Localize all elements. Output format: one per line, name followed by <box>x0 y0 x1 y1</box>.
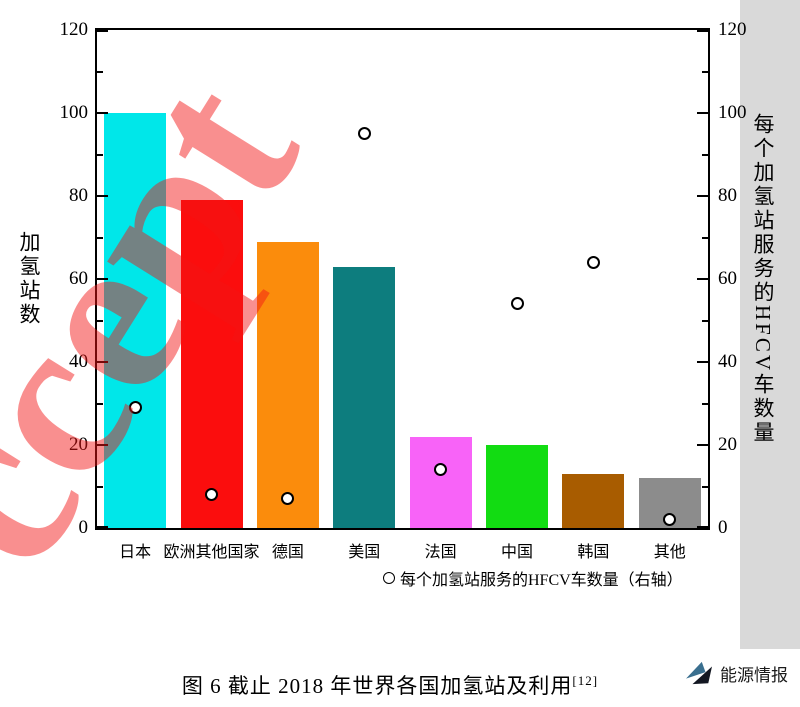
y-tick-label-right: 20 <box>718 434 737 455</box>
legend: 每个加氢站服务的HFCV车数量（右轴） <box>383 566 683 590</box>
x-category-label: 美国 <box>348 544 381 561</box>
hfcv-marker-德国 <box>281 492 295 506</box>
axis-tick-left <box>97 526 108 528</box>
legend-label: 每个加氢站服务的HFCV车数量（右轴） <box>400 572 683 589</box>
y-tick-label-right: 40 <box>718 351 737 372</box>
hfcv-marker-美国 <box>357 127 371 141</box>
scatter-marker-icon <box>383 572 395 584</box>
y-tick-label-left: 120 <box>59 19 89 40</box>
axis-tick-right <box>697 361 708 363</box>
paper-plane-icon <box>684 660 714 686</box>
axis-tick-left <box>97 319 103 322</box>
axis-tick-left <box>97 402 103 405</box>
axis-tick-left <box>97 70 103 73</box>
hfcv-marker-其他 <box>663 513 677 527</box>
bar-欧洲其他国家 <box>180 200 243 528</box>
x-category-label: 日本 <box>119 544 152 561</box>
y-tick-label-right: 60 <box>718 268 737 289</box>
axis-tick-right <box>697 444 708 446</box>
axis-tick-right <box>697 30 708 32</box>
axis-tick-left <box>97 195 108 197</box>
x-category-label: 欧洲其他国家 <box>163 544 260 561</box>
hfcv-marker-欧洲其他国家 <box>205 488 219 502</box>
axis-tick-right <box>702 485 708 488</box>
axis-tick-right <box>697 112 708 114</box>
axis-tick-left <box>97 361 108 363</box>
axis-tick-right <box>702 236 708 239</box>
y-tick-label-right: 100 <box>718 102 747 123</box>
axis-tick-left <box>97 236 103 239</box>
bar-法国 <box>409 436 472 528</box>
y-axis-label-right: 每个加氢站服务的HFCV车数量 <box>751 112 775 446</box>
y-tick-label-right: 120 <box>718 19 747 40</box>
axis-tick-left <box>97 30 108 32</box>
plot-area <box>95 28 710 530</box>
x-category-label: 法国 <box>424 544 457 561</box>
axis-tick-left <box>97 112 108 114</box>
y-tick-label-left: 80 <box>69 185 88 206</box>
y-axis-label-left: 加氢站数 <box>17 231 41 327</box>
bar-日本 <box>104 113 167 528</box>
axis-tick-right <box>697 526 708 528</box>
y-tick-label-left: 0 <box>78 517 89 538</box>
axis-tick-right <box>702 402 708 405</box>
figure-caption: 图 6 截止 2018 年世界各国加氢站及利用[12] <box>0 670 780 700</box>
axis-tick-right <box>697 278 708 280</box>
brand-logo-text: 能源情报 <box>720 665 788 685</box>
axis-tick-right <box>702 70 708 73</box>
figure-caption-text: 图 6 截止 2018 年世界各国加氢站及利用 <box>181 674 573 698</box>
y-tick-label-left: 20 <box>69 434 88 455</box>
figure-caption-reference: [12] <box>572 673 599 688</box>
axis-tick-left <box>97 278 108 280</box>
x-category-label: 其他 <box>653 544 686 561</box>
x-category-label: 韩国 <box>577 544 610 561</box>
axis-tick-right <box>697 195 708 197</box>
bar-德国 <box>256 241 319 528</box>
right-gray-strip <box>740 0 800 649</box>
x-category-label: 德国 <box>271 544 304 561</box>
axis-tick-left <box>97 485 103 488</box>
x-category-label: 中国 <box>501 544 534 561</box>
bar-韩国 <box>562 474 625 528</box>
axis-tick-left <box>97 153 103 156</box>
axis-tick-right <box>702 153 708 156</box>
y-tick-label-left: 60 <box>69 268 88 289</box>
bar-美国 <box>333 266 396 528</box>
axis-tick-left <box>97 444 108 446</box>
y-tick-label-right: 80 <box>718 185 737 206</box>
y-tick-label-right: 0 <box>718 517 728 538</box>
hfcv-marker-法国 <box>434 463 448 477</box>
hfcv-marker-中国 <box>510 297 524 311</box>
y-tick-label-left: 40 <box>69 351 88 372</box>
bar-中国 <box>486 445 549 528</box>
y-tick-label-left: 100 <box>59 102 89 123</box>
brand-logo: 能源情报 <box>684 660 788 686</box>
hfcv-marker-日本 <box>128 401 142 415</box>
axis-tick-right <box>702 319 708 322</box>
hfcv-marker-韩国 <box>586 255 600 269</box>
